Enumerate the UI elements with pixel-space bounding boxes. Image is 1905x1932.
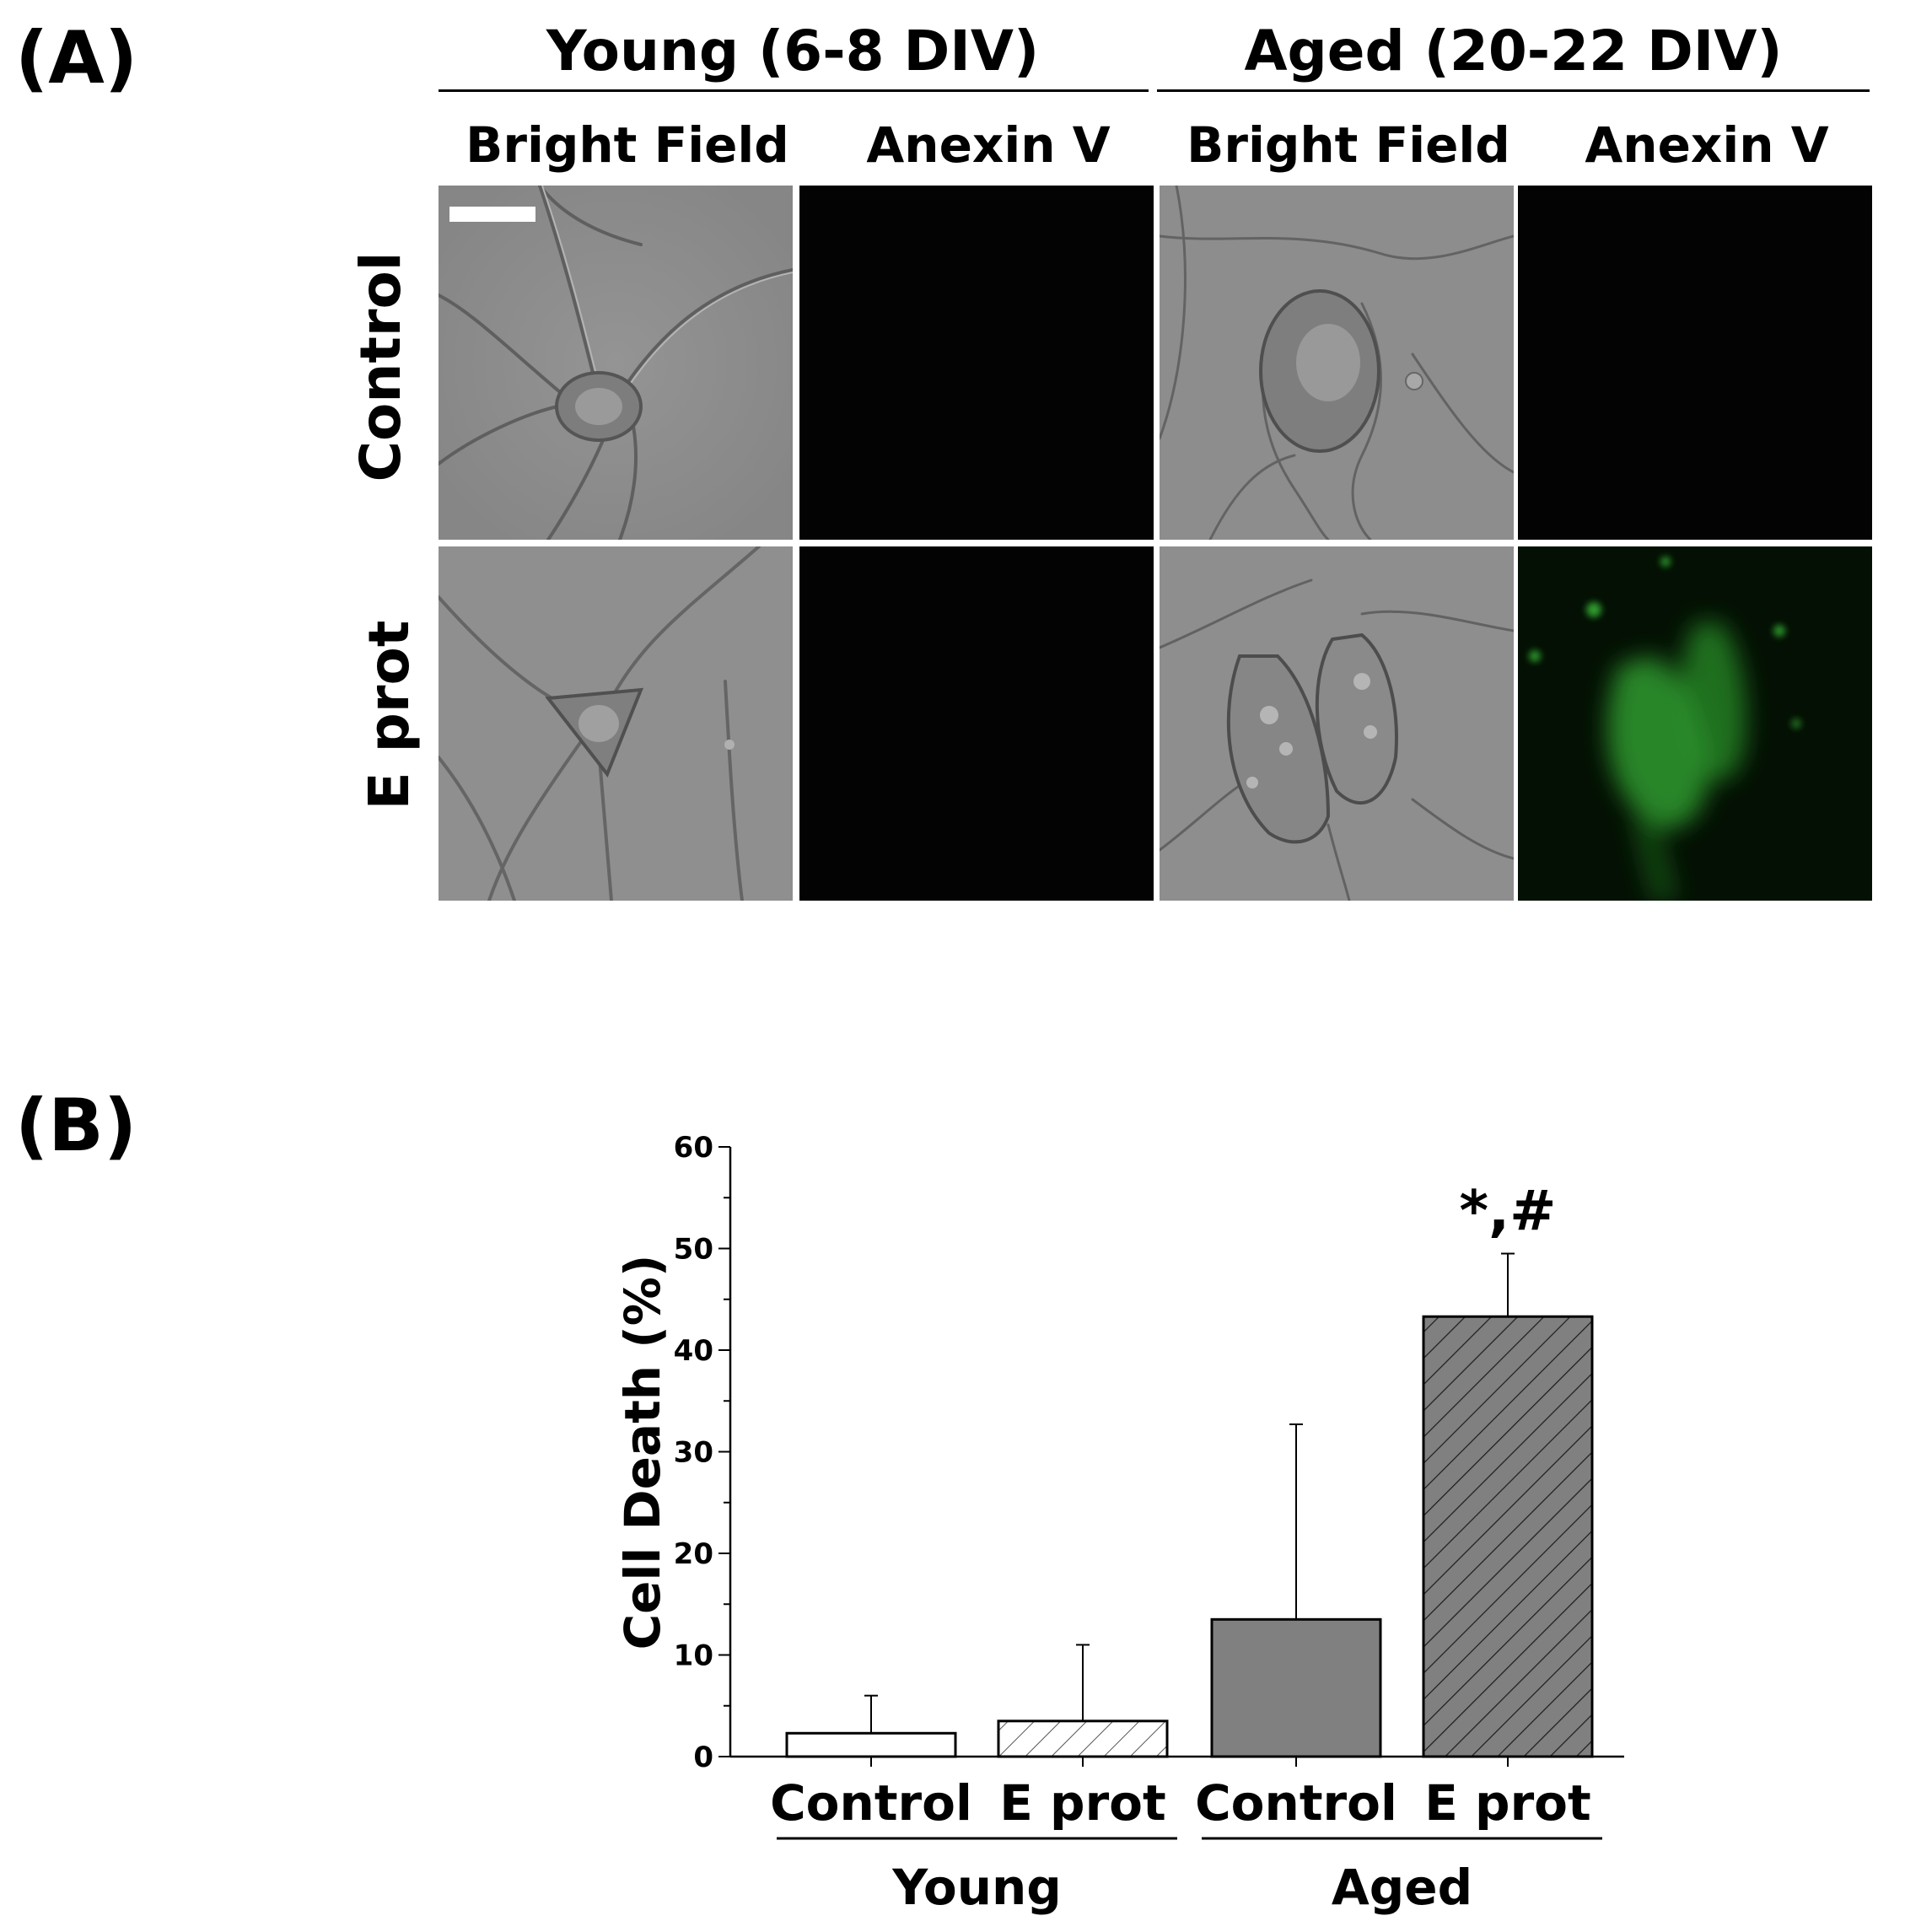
micrograph-young-control-anexin-v bbox=[799, 186, 1154, 540]
bar bbox=[787, 1733, 955, 1757]
group-title-aged: Aged (20-22 DIV) bbox=[1244, 19, 1783, 83]
group-label: Aged bbox=[1332, 1859, 1472, 1916]
column-label-young-anexin-v: Anexin V bbox=[866, 116, 1111, 174]
column-label-young-bright-field: Bright Field bbox=[465, 116, 789, 174]
y-tick-label: 10 bbox=[674, 1639, 713, 1673]
significance-annotation: *,# bbox=[1460, 1179, 1557, 1244]
category-label: Control bbox=[770, 1774, 972, 1832]
bar-hatch bbox=[1423, 1316, 1592, 1757]
group-label: Young bbox=[891, 1859, 1062, 1916]
bar-hatch bbox=[998, 1720, 1167, 1757]
micrograph-aged-control-bright-field bbox=[1160, 186, 1514, 540]
y-tick-label: 40 bbox=[674, 1334, 713, 1368]
group-title-young: Young (6-8 DIV) bbox=[546, 19, 1040, 83]
category-label: E prot bbox=[1424, 1774, 1591, 1832]
panel-a-letter: (A) bbox=[15, 16, 138, 100]
y-tick-label: 20 bbox=[674, 1537, 713, 1571]
column-label-aged-bright-field: Bright Field bbox=[1187, 116, 1510, 174]
category-label: E prot bbox=[999, 1774, 1166, 1832]
micrograph-aged-e-prot-bright-field bbox=[1160, 546, 1514, 901]
column-label-aged-anexin-v: Anexin V bbox=[1585, 116, 1829, 174]
y-tick-label: 60 bbox=[674, 1131, 713, 1165]
micrograph-aged-control-anexin-v bbox=[1518, 186, 1872, 540]
micrograph-young-e-prot-anexin-v bbox=[799, 546, 1154, 901]
micrograph-young-control-bright-field bbox=[439, 186, 793, 540]
y-tick-label: 50 bbox=[674, 1233, 713, 1267]
group-rule-aged bbox=[1157, 89, 1870, 92]
panel-b-letter: (B) bbox=[15, 1084, 137, 1168]
y-tick-label: 30 bbox=[674, 1436, 713, 1470]
y-tick-label: 0 bbox=[693, 1741, 713, 1774]
micrograph-aged-e-prot-anexin-v bbox=[1518, 546, 1872, 901]
y-axis-label: Cell Death (%) bbox=[614, 1255, 671, 1650]
micrograph-young-e-prot-bright-field bbox=[439, 546, 793, 901]
group-rule-young bbox=[439, 89, 1149, 92]
bar bbox=[1212, 1619, 1380, 1757]
scale-bar bbox=[449, 207, 535, 222]
category-label: Control bbox=[1195, 1774, 1397, 1832]
